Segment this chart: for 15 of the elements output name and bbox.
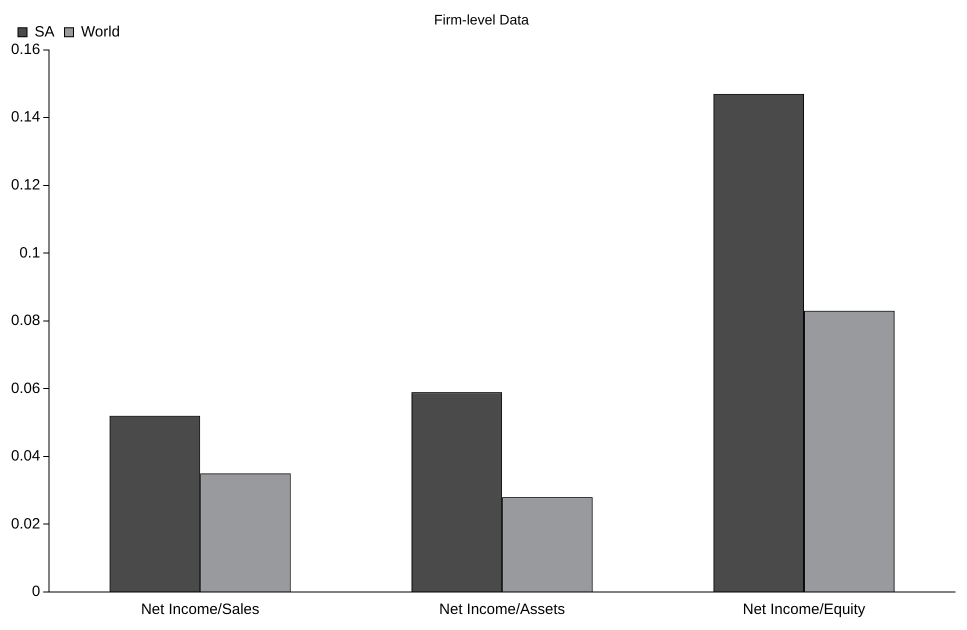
y-tick-label: 0.08 [10, 312, 40, 330]
y-tick-label: 0.04 [10, 448, 40, 465]
y-tick-label: 0.02 [10, 515, 40, 532]
legend-label: SA [34, 23, 55, 40]
y-tick-label: 0.1 [19, 244, 40, 262]
legend-label: World [81, 23, 120, 40]
y-tick-label: 0.14 [10, 108, 40, 126]
y-tick-label: 0.06 [10, 380, 40, 397]
y-tick-label: 0.16 [10, 40, 40, 58]
chart-title: Firm-level Data [434, 11, 530, 28]
y-tick-label: 0 [32, 583, 40, 600]
x-tick-label: Net Income/Sales [140, 601, 260, 618]
y-tick-label: 0.12 [10, 176, 40, 194]
x-tick-label: Net Income/Assets [439, 601, 566, 618]
x-tick-label: Net Income/Equity [742, 601, 866, 618]
